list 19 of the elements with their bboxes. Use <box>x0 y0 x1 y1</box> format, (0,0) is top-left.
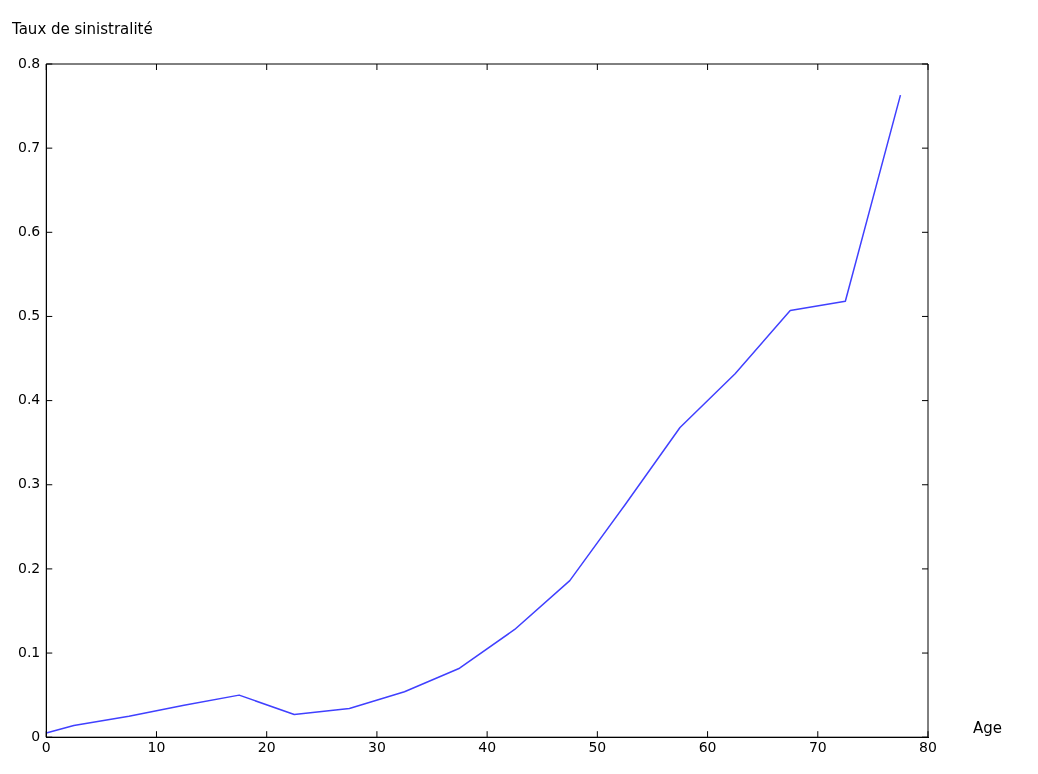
x-tick-label: 30 <box>368 739 386 756</box>
y-tick-label: 0 <box>31 727 41 744</box>
x-tick-label: 50 <box>588 739 607 756</box>
x-axis-title: Age <box>973 719 1003 738</box>
x-tick-label: 20 <box>257 739 276 756</box>
y-tick-label: 0.8 <box>18 54 41 71</box>
y-tick-label: 0.3 <box>18 475 41 492</box>
y-axis-title: Taux de sinistralité <box>11 20 153 38</box>
x-tick-label: 40 <box>478 739 497 756</box>
y-tick-label: 0.2 <box>18 559 41 576</box>
x-tick-label: 10 <box>147 739 166 756</box>
y-tick-label: 0.6 <box>18 222 41 239</box>
x-tick-label: 60 <box>698 739 717 756</box>
y-tick-label: 0.1 <box>18 643 41 660</box>
y-tick-label: 0.7 <box>18 138 41 155</box>
x-tick-label: 70 <box>808 739 827 756</box>
y-tick-label: 0.5 <box>18 307 41 324</box>
y-tick-label: 0.4 <box>18 391 41 408</box>
x-tick-label: 80 <box>919 739 937 756</box>
